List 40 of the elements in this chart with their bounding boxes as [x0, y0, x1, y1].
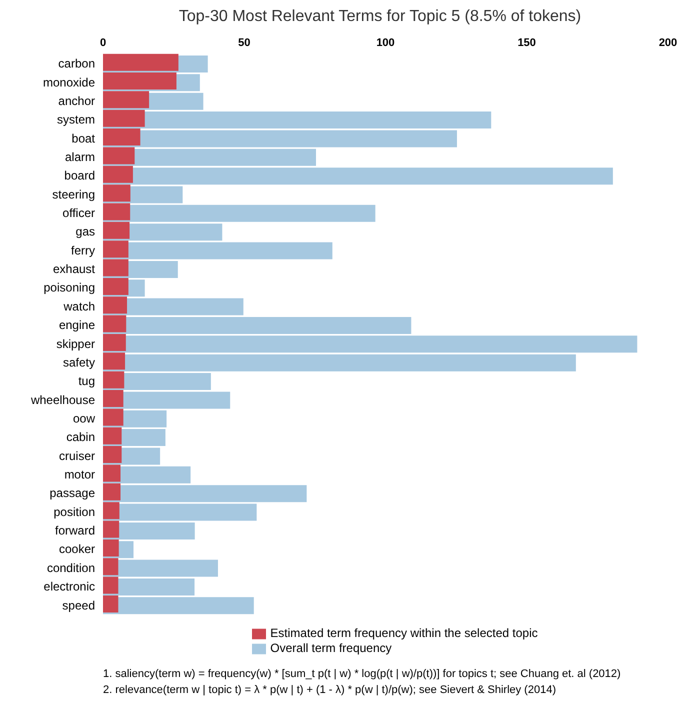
- y-tick-label: ferry: [71, 243, 95, 258]
- y-tick-label: watch: [62, 299, 95, 314]
- y-tick-label: speed: [62, 598, 95, 612]
- y-tick-label: alarm: [64, 150, 95, 164]
- x-tick-label: 0: [100, 37, 106, 49]
- y-tick-label: wheelhouse: [30, 392, 96, 407]
- y-tick-label: officer: [62, 206, 95, 220]
- legend-label: Overall term frequency: [270, 641, 392, 656]
- text: 2. relevance(term w | topic t) = λ * p(w | t) + (1 - λ) * p(w | t)/p(w); see Sievert & Shirley (2014): [103, 683, 557, 698]
- text: 1. saliency(term w) = frequency(w) * [sum_t p(t | w) * log(p(t | w)/p(t))] for topics t; see Chuang et. al (2012): [103, 667, 622, 682]
- y-tick-label: motor: [64, 468, 95, 482]
- y-tick-label: condition: [46, 560, 95, 575]
- chart-title: Top-30 Most Relevant Terms for Topic 5 (8.5% of tokens): [178, 8, 582, 26]
- x-tick-label: 100: [376, 37, 395, 49]
- y-tick-label: safety: [62, 355, 95, 370]
- y-tick-label: electronic: [44, 580, 95, 594]
- x-tick-label: 50: [238, 37, 250, 49]
- y-tick-label: position: [54, 504, 95, 519]
- y-tick-label: gas: [76, 224, 95, 239]
- y-tick-label: carbon: [58, 56, 95, 71]
- y-tick-label: engine: [58, 318, 96, 332]
- y-tick-label: poisoning: [44, 280, 95, 295]
- y-tick-label: anchor: [58, 94, 95, 108]
- y-tick-label: oow: [72, 411, 96, 426]
- y-tick-label: steering: [52, 187, 95, 202]
- y-tick-label: cabin: [66, 430, 95, 444]
- x-tick-label: 200: [658, 37, 678, 49]
- y-tick-label: forward: [54, 524, 95, 538]
- y-tick-label: exhaust: [52, 262, 96, 276]
- y-tick-label: monoxide: [42, 75, 96, 90]
- y-tick-label: system: [56, 112, 95, 127]
- legend-label: Estimated term frequency within the selected topic: [270, 626, 538, 640]
- y-tick-label: passage: [50, 486, 96, 500]
- y-tick-label: cruiser: [58, 448, 95, 463]
- y-tick-label: skipper: [56, 336, 95, 351]
- x-tick-label: 150: [518, 37, 536, 49]
- y-tick-label: boat: [72, 131, 96, 146]
- y-tick-label: tug: [78, 374, 95, 388]
- y-tick-label: cooker: [58, 542, 95, 556]
- y-tick-label: board: [64, 168, 95, 183]
